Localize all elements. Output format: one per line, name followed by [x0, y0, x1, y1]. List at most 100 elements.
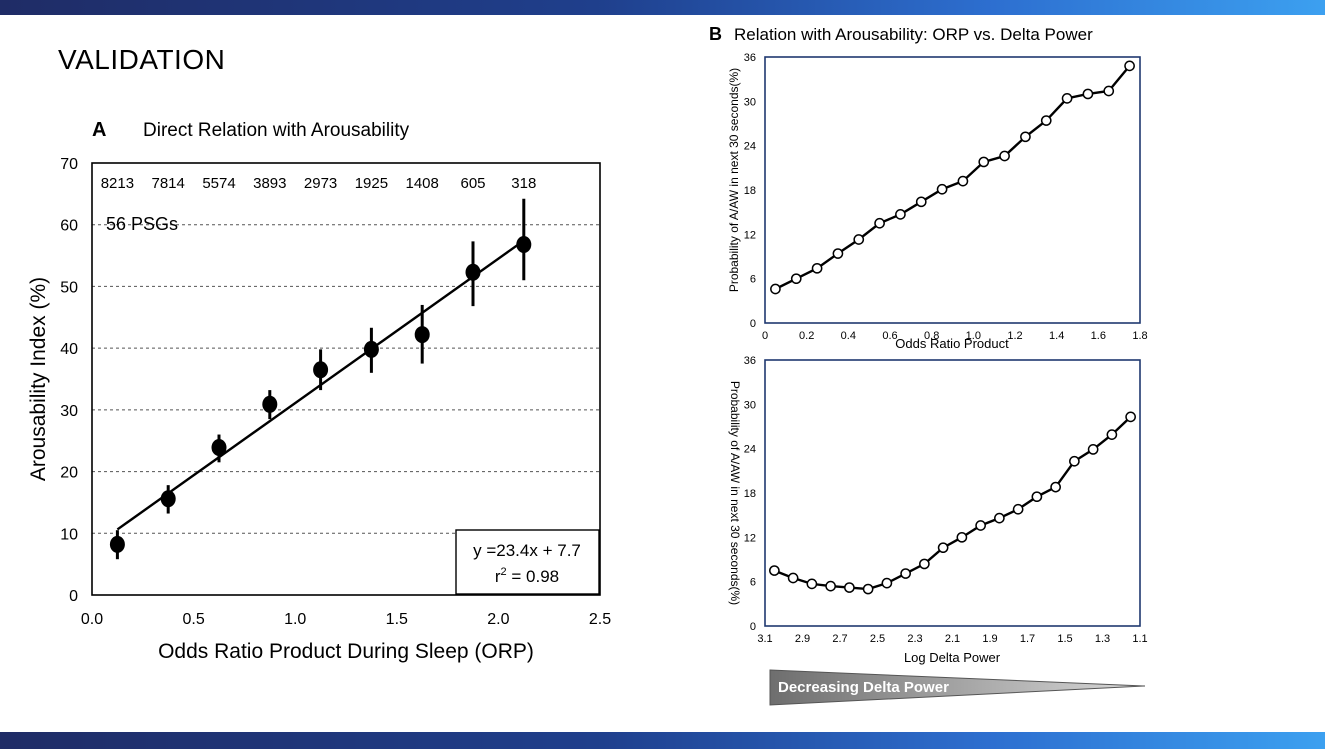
panel-b-lower-y-tick-label: 24 [744, 444, 756, 456]
panel-b-upper-y-tick-label: 0 [750, 318, 756, 330]
panel-b-lower-x-tick-label: 1.7 [1020, 633, 1035, 645]
panel-b-lower-x-tick-label: 1.1 [1132, 633, 1147, 645]
slide-title: VALIDATION [58, 44, 226, 75]
panel-b-lower-x-tick-label: 1.3 [1095, 633, 1110, 645]
panel-b-lower-x-tick-label: 2.1 [945, 633, 960, 645]
panel-a-count-label: 1408 [406, 175, 439, 192]
panel-b-lower-y-tick-label: 36 [744, 355, 756, 367]
panel-b-upper-x-ticks: 0 0.2 0.4 0.6 0.8 1.0 1.2 1.4 1.6 1.8 [762, 330, 1148, 342]
panel-b-upper-chart: B Relation with Arousability: ORP vs. De… [709, 24, 1148, 351]
panel-a-data-point [262, 395, 278, 413]
panel-b-lower-data-point [1106, 429, 1118, 440]
panel-a-data-points [109, 198, 532, 560]
panel-a-sample-note: 56 PSGs [106, 214, 178, 234]
panel-a-y-axis-label: Arousability Index (%) [27, 277, 50, 481]
panel-b-lower-data-point [787, 572, 799, 584]
panel-a-data-point [363, 340, 379, 358]
panel-b-lower-x-tick-label: 2.5 [870, 633, 885, 645]
panel-a-plot-frame [91, 162, 601, 596]
panel-b-upper-y-tick-label: 36 [744, 52, 756, 64]
panel-b-upper-data-point [957, 175, 969, 187]
panel-b-lower-data-point [1125, 411, 1136, 423]
panel-b-upper-data-point [874, 217, 885, 229]
panel-b-lower-data-point [1050, 481, 1061, 493]
panel-a-y-tick-label: 70 [60, 156, 78, 173]
panel-b-upper-data-point [1061, 93, 1073, 104]
panel-a-count-label: 318 [511, 175, 536, 192]
panel-b-lower-data-point [975, 520, 986, 531]
panel-a-data-point [211, 439, 227, 457]
panel-b-upper-y-tick-label: 6 [750, 274, 756, 286]
panel-b-upper-y-tick-label: 12 [744, 229, 756, 241]
panel-a-count-label: 605 [460, 175, 485, 192]
panel-b-upper-y-tick-label: 18 [744, 185, 756, 197]
panel-b-upper-data-point [811, 262, 823, 274]
panel-b-lower-y-ticks: 0 6 12 18 24 30 36 [744, 355, 756, 633]
panel-b-upper-x-tick-label: 1.4 [1049, 330, 1064, 342]
panel-b-lower-data-points [769, 411, 1136, 595]
panel-b-lower-data-point [1087, 444, 1099, 455]
panel-b-title: Relation with Arousability: ORP vs. Delt… [734, 25, 1093, 44]
panel-b-upper-x-tick-label: 1.0 [966, 330, 981, 342]
panel-b-lower-data-point [919, 558, 930, 570]
panel-b-lower-data-point [1069, 455, 1080, 467]
panel-b-upper-x-tick-label: 0.6 [882, 330, 897, 342]
panel-b-upper-x-tick-label: 0.2 [799, 330, 814, 342]
panel-b-lower-y-tick-label: 18 [744, 488, 756, 500]
panel-a-y-tick-label: 40 [60, 341, 78, 358]
panel-b-upper-data-point [1082, 88, 1094, 100]
panel-b-letter: B [709, 24, 722, 44]
panel-a-x-tick-label: 0.5 [182, 611, 204, 628]
panel-a-count-label: 3893 [253, 175, 286, 192]
panel-a-y-tick-label: 0 [69, 588, 78, 605]
panel-b-lower-series-line [773, 416, 1132, 591]
panel-b-lower-y-tick-label: 0 [750, 621, 756, 633]
panel-a-data-point [414, 326, 430, 344]
panel-a-data-point [516, 235, 532, 253]
panel-b-upper-x-tick-label: 1.6 [1091, 330, 1106, 342]
panel-b-lower-data-point [862, 583, 874, 595]
panel-a-x-ticks: 0.0 0.5 1.0 1.5 2.0 2.5 [81, 611, 611, 628]
panel-b-lower-y-tick-label: 30 [744, 399, 756, 411]
panel-b-lower-data-point [806, 578, 818, 590]
panel-b-upper-x-tick-label: 1.2 [1007, 330, 1022, 342]
panel-b-lower-x-tick-label: 2.7 [832, 633, 847, 645]
panel-a-equation: y =23.4x + 7.7 [473, 541, 581, 560]
panel-b-upper-y-tick-label: 30 [744, 96, 756, 108]
panel-a-data-point [465, 263, 481, 281]
panel-b-upper-data-point [999, 150, 1010, 162]
panel-b-upper-data-point [915, 196, 927, 208]
panel-b-lower-y-axis-label: Probability of A/AW in next 30 seconds(%… [728, 381, 742, 605]
panel-a-count-label: 1925 [355, 175, 388, 192]
panel-b-upper-data-point [853, 234, 865, 245]
panel-a-x-tick-label: 1.0 [284, 611, 306, 628]
bottom-banner [0, 732, 1325, 749]
top-banner [0, 0, 1325, 15]
panel-a-x-tick-label: 2.0 [487, 611, 509, 628]
panel-b-lower-data-point [1012, 503, 1024, 515]
panel-b-lower-x-axis-label: Log Delta Power [904, 650, 1001, 665]
panel-b-upper-data-point [1040, 115, 1052, 126]
panel-b-upper-data-point [1020, 131, 1031, 143]
panel-b-lower-data-point [881, 577, 893, 589]
panel-b-lower-x-tick-label: 2.9 [795, 633, 810, 645]
panel-a-data-point [109, 535, 125, 553]
panel-a-r-squared: r2 = 0.98 [495, 566, 559, 586]
panel-b-upper-data-point [832, 248, 844, 259]
panel-b-upper-y-ticks: 0 6 12 18 24 30 36 [744, 52, 756, 330]
panel-b-upper-x-tick-label: 0.4 [841, 330, 856, 342]
panel-b-lower-chart: 0 6 12 18 24 30 36 3.1 2.9 2.7 2.5 2.3 2.1 1.9 1.7 1.5… [728, 355, 1148, 706]
panel-a-y-tick-label: 30 [60, 403, 78, 420]
panel-a-equation-box [455, 529, 600, 595]
panel-b-upper-x-tick-label: 1.8 [1132, 330, 1147, 342]
panel-b-upper-data-point [978, 156, 990, 168]
panel-a-title: Direct Relation with Arousability [143, 120, 410, 141]
panel-a-count-label: 7814 [152, 175, 185, 192]
panel-a-y-ticks: 0 10 20 30 40 50 60 70 [60, 156, 78, 605]
panel-a-data-point [160, 490, 176, 508]
panel-b-lower-data-point [825, 580, 836, 592]
panel-b-upper-series-line [774, 65, 1131, 291]
panel-a-x-tick-label: 0.0 [81, 611, 103, 628]
panel-b-lower-x-tick-label: 1.5 [1057, 633, 1072, 645]
panel-b-upper-y-tick-label: 24 [744, 141, 756, 153]
